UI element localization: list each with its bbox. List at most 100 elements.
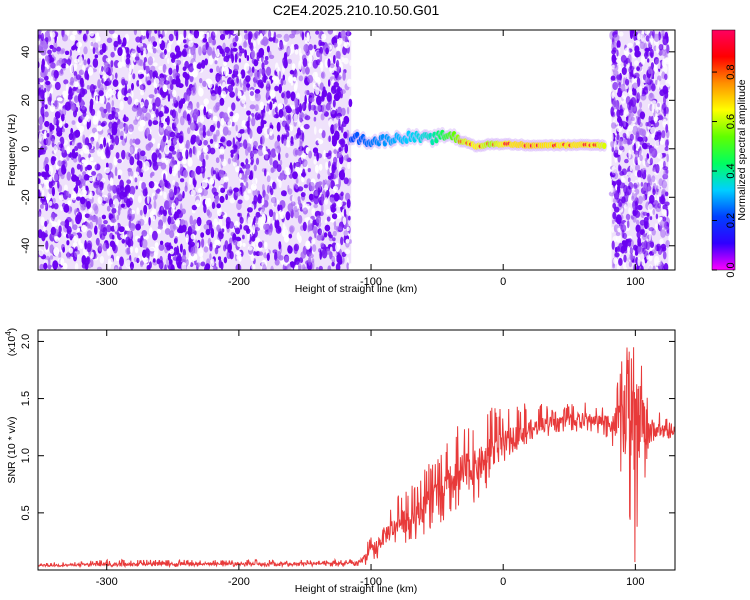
noise-blob: [318, 265, 323, 270]
noise-blob: [655, 163, 660, 174]
noise-blob: [277, 103, 284, 110]
noise-blob: [218, 169, 225, 178]
noise-blob: [45, 136, 52, 146]
noise-blob: [116, 214, 120, 221]
noise-blob: [319, 211, 324, 217]
noise-blob: [92, 47, 96, 55]
noise-blob: [220, 117, 225, 126]
noise-blob: [315, 266, 319, 270]
noise-blob: [202, 188, 208, 197]
noise-blob: [625, 78, 630, 86]
noise-blob: [206, 130, 211, 137]
noise-blob: [262, 36, 268, 47]
noise-blob: [274, 219, 280, 229]
noise-blob: [193, 146, 197, 156]
noise-blob: [331, 164, 336, 174]
noise-blob: [90, 259, 94, 268]
noise-blob: [319, 61, 324, 69]
noise-blob: [313, 152, 317, 157]
noise-blob: [642, 183, 648, 192]
noise-blob: [260, 119, 265, 129]
noise-blob: [254, 104, 259, 112]
noise-blob: [272, 181, 276, 190]
noise-blob: [238, 254, 242, 262]
noise-blob: [196, 101, 200, 109]
noise-blob: [72, 30, 78, 36]
noise-blob: [112, 33, 118, 39]
noise-blob: [610, 111, 616, 118]
noise-blob: [178, 83, 184, 88]
noise-blob: [44, 104, 48, 110]
noise-blob: [261, 213, 266, 224]
noise-blob: [346, 226, 350, 232]
noise-blob: [628, 89, 633, 96]
noise-blob: [277, 204, 281, 212]
noise-blob: [38, 132, 42, 142]
noise-blob: [176, 39, 182, 45]
noise-blob: [627, 245, 630, 254]
noise-blob: [245, 181, 249, 189]
noise-blob: [165, 117, 170, 123]
noise-blob: [272, 108, 275, 118]
noise-blob: [662, 251, 667, 260]
noise-blob: [43, 145, 48, 151]
noise-blob: [68, 133, 74, 141]
noise-blob: [611, 54, 616, 61]
noise-blob: [346, 78, 353, 88]
noise-blob: [239, 129, 245, 134]
noise-blob: [259, 101, 264, 111]
noise-blob: [318, 163, 323, 171]
noise-blob: [167, 93, 171, 102]
noise-blob: [292, 148, 299, 157]
noise-blob: [225, 193, 229, 201]
noise-blob: [629, 165, 633, 172]
noise-blob: [78, 154, 82, 163]
spectrogram-plot-area: [38, 30, 675, 270]
noise-blob: [614, 252, 620, 258]
noise-blob: [64, 101, 71, 111]
noise-blob: [143, 61, 146, 71]
noise-blob: [145, 127, 151, 137]
noise-blob: [277, 134, 281, 142]
noise-blob: [653, 182, 657, 190]
noise-blob: [336, 59, 340, 69]
noise-blob: [297, 186, 304, 192]
noise-region: [608, 30, 671, 270]
noise-blob: [116, 255, 120, 262]
noise-blob: [302, 221, 307, 232]
noise-blob: [38, 249, 44, 257]
noise-blob: [65, 64, 69, 69]
noise-blob: [139, 150, 146, 157]
noise-blob: [104, 167, 110, 174]
noise-blob: [255, 246, 260, 251]
noise-blob: [157, 225, 163, 230]
noise-blob: [167, 215, 172, 225]
noise-blob: [120, 203, 125, 208]
noise-blob: [236, 240, 243, 248]
noise-blob: [125, 57, 131, 65]
noise-blob: [333, 185, 338, 192]
noise-blob: [624, 204, 627, 209]
noise-blob: [639, 111, 646, 120]
noise-blob: [71, 104, 76, 112]
noise-blob: [57, 160, 63, 167]
noise-blob: [299, 103, 302, 113]
noise-blob: [141, 238, 148, 249]
noise-blob: [647, 58, 650, 63]
noise-blob: [160, 122, 164, 128]
noise-blob: [665, 139, 669, 148]
noise-blob: [262, 145, 267, 155]
noise-blob: [56, 65, 61, 72]
noise-blob: [187, 105, 192, 111]
noise-blob: [189, 153, 193, 158]
noise-blob: [153, 195, 157, 201]
noise-blob: [335, 179, 339, 186]
noise-blob: [67, 233, 74, 239]
noise-blob: [45, 80, 51, 86]
noise-blob: [340, 191, 344, 197]
noise-blob: [105, 197, 109, 202]
noise-blob: [314, 76, 321, 82]
noise-blob: [270, 148, 277, 158]
noise-blob: [634, 60, 639, 66]
noise-blob: [45, 202, 49, 212]
